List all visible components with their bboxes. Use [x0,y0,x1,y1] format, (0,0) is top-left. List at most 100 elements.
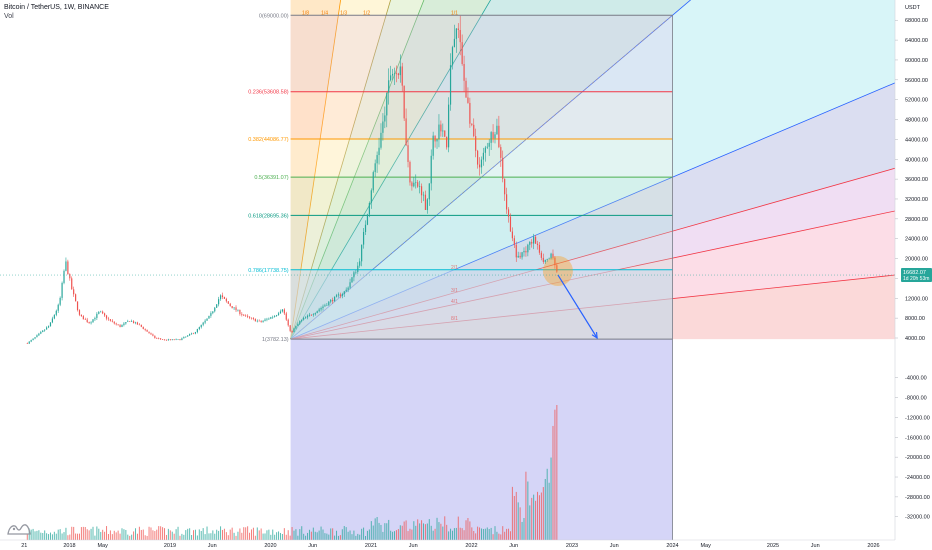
candle-body [254,318,256,322]
candle-body [303,318,305,320]
candle-body [167,339,169,341]
candle-body [200,324,202,328]
price-axis-label: 12000.00 [905,296,928,302]
fib-level-label: 0.618(28695.36) [248,213,289,219]
fib-level-label: 0.382(44086.77) [248,137,289,143]
volume-bar [113,530,115,540]
candle-body [531,241,533,244]
candle-body [339,294,341,296]
volume-bar [332,528,334,540]
volume-bar [361,528,363,540]
volume-bar [303,533,305,540]
volume-bar [249,532,251,540]
candle-body [160,338,162,340]
volume-bar [459,527,461,540]
fan-ray[interactable] [290,0,932,340]
fan-ray[interactable] [290,0,932,340]
volume-bar [550,457,552,540]
candle-body [328,301,330,306]
candle-body [146,329,148,332]
fib-retracement-layer[interactable]: 0(69000.00) 0.236(53608.58) 0.382(44086.77… [248,13,673,540]
highlight-circle[interactable] [542,255,573,286]
volume-bar [146,535,148,540]
volume-bar [26,533,28,540]
volume-bar [411,529,413,540]
volume-bar [115,532,117,540]
candle-body [438,124,440,140]
fib-fan-layer[interactable]: 1/8 1/4 1/3 1/2 1/1 2/1 3/1 4/1 8/1 [290,0,932,340]
candle-body [357,265,359,272]
volume-bar [196,535,198,540]
volume-bar [428,519,430,540]
candle-body [204,320,206,323]
volume-bar [384,523,386,540]
candle-body [264,319,266,321]
volume-bar [55,533,57,540]
candle-body [82,316,84,320]
fan-ratio-label: 1/8 [302,10,309,16]
volume-bar [351,534,353,540]
volume-bar [376,517,378,540]
candle-body [175,339,177,340]
volume-bar [401,525,403,540]
volume-bar [556,405,558,540]
candle-body [38,333,40,336]
candle-body [467,97,469,103]
current-price-label: 16682.07 [903,270,926,276]
fan-ratio-label: 1/2 [363,10,370,16]
fan-ratio-label: 4/1 [451,299,458,305]
projection-arrow[interactable] [557,274,598,339]
candle-body [223,297,226,299]
candle-body [536,243,539,245]
price-axis-unit: USDT [905,5,921,11]
volume-bar [221,529,223,540]
candle-body [444,130,446,137]
volume-bar [90,528,92,540]
volume-bar [270,534,272,540]
candle-body [376,155,378,164]
volume-bar [477,526,479,540]
price-axis-label: 20000.00 [905,257,928,263]
candle-body [498,125,500,148]
candle-body [337,294,340,296]
volume-bar [241,532,243,540]
volume-bar [515,491,517,540]
candle-body [507,209,510,217]
price-axis-label: -16000.00 [905,435,930,441]
candle-body [119,325,121,327]
candle-body [449,65,452,105]
volume-bar [508,528,510,540]
fib-level-label: 0.236(53608.58) [248,90,289,96]
volume-bar [301,526,303,540]
volume-bar [177,526,179,540]
volume-bar [140,529,142,540]
candle-body [161,339,164,340]
candle-body [266,318,268,320]
candle-body [187,335,189,337]
volume-bar [533,494,535,540]
candle-body [291,330,293,332]
volume-bar [227,535,229,540]
volume-bar [71,526,73,540]
annotation-layer[interactable] [0,255,895,340]
candle-body [314,313,316,315]
candle-body [229,303,231,307]
volume-bar [119,533,121,540]
volume-bar [272,529,274,540]
volume-bar [326,533,328,540]
candle-body [430,155,432,184]
current-price-badge[interactable] [901,268,932,283]
volume-bar [57,529,59,540]
candle-body [370,190,372,204]
volume-bar [77,533,79,540]
volume-bar [446,524,448,540]
volume-bar [171,531,173,540]
price-axis-label: 40000.00 [905,157,928,163]
candle-body [73,289,75,295]
volume-bar [347,531,349,540]
volume-bar [548,482,550,540]
volume-bar [127,534,129,540]
volume-bar [511,486,513,540]
